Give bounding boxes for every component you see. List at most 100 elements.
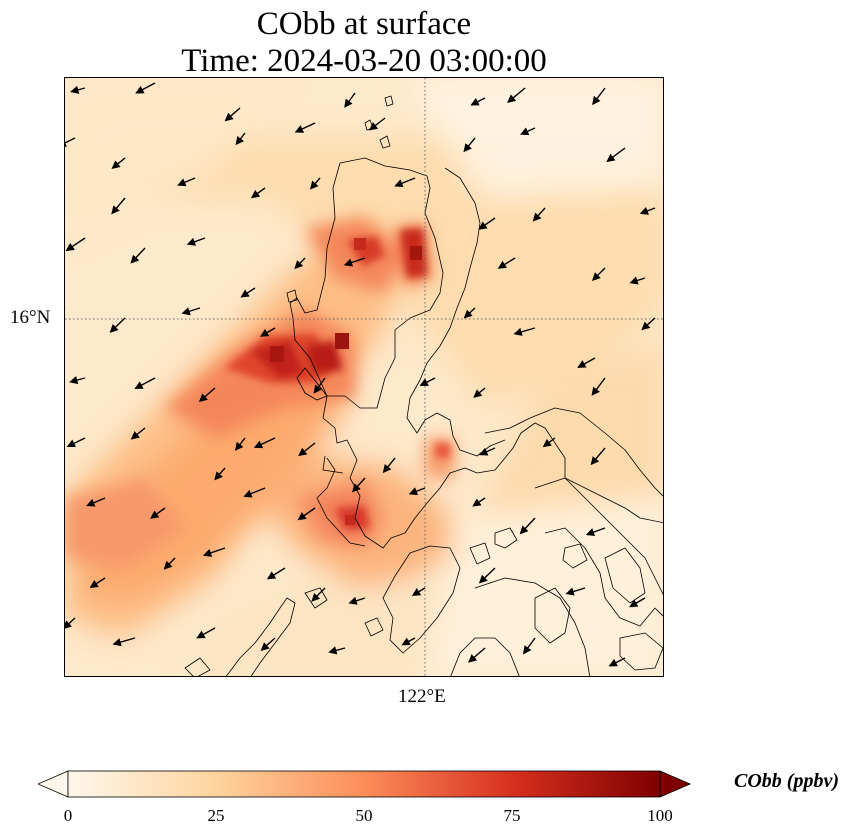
wind-arrow <box>86 497 106 507</box>
concentration-field <box>65 78 663 676</box>
wind-arrow <box>343 257 366 267</box>
wind-arrow <box>497 257 516 269</box>
coastlines <box>184 95 663 676</box>
wind-vectors <box>65 82 656 667</box>
wind-arrow <box>328 646 346 655</box>
wind-arrow <box>309 177 321 190</box>
wind-arrow <box>513 327 536 336</box>
wind-arrow <box>234 437 246 451</box>
wind-arrow <box>259 327 276 337</box>
wind-arrow <box>401 637 416 646</box>
wind-arrow <box>163 557 176 570</box>
wind-arrow <box>313 377 326 394</box>
wind-arrow <box>468 647 486 663</box>
wind-arrow <box>240 287 256 298</box>
lat-tick-label: 16°N <box>10 307 51 328</box>
wind-arrow <box>507 87 526 104</box>
wind-arrow <box>523 637 536 655</box>
wind-arrow <box>585 527 606 537</box>
wind-arrow <box>69 376 86 385</box>
wind-arrow <box>592 87 606 106</box>
wind-arrow <box>89 577 106 589</box>
wind-arrow <box>311 587 326 602</box>
wind-arrow <box>260 637 276 651</box>
wind-arrow <box>519 517 536 535</box>
wind-arrow <box>532 207 546 222</box>
wind-arrow <box>65 617 76 630</box>
wind-arrow <box>253 437 276 449</box>
wind-arrow <box>65 237 86 252</box>
wind-arrow <box>394 177 416 188</box>
lon-tick-label: 122°E <box>398 686 446 707</box>
colorbar-tick-50: 50 <box>355 806 373 825</box>
wind-arrow <box>150 507 166 519</box>
wind-arrow <box>224 107 241 122</box>
wind-arrow <box>348 596 366 605</box>
wind-arrow <box>382 457 396 474</box>
wind-arrow <box>202 547 226 557</box>
wind-arrow <box>408 487 426 496</box>
colorbar-tick-0: 0 <box>63 806 73 825</box>
wind-arrow <box>641 317 656 331</box>
wind-arrow <box>243 487 266 498</box>
wind-arrow <box>368 117 386 131</box>
wind-arrow <box>294 122 316 133</box>
wind-arrow <box>298 442 316 457</box>
wind-arrow <box>214 467 226 481</box>
wind-arrow <box>629 276 646 285</box>
wind-arrow <box>591 267 606 282</box>
wind-arrow <box>186 237 206 246</box>
wind-arrow <box>177 177 196 187</box>
wind-arrow <box>463 307 476 319</box>
wind-arrow <box>629 597 646 608</box>
wind-arrow <box>473 387 486 398</box>
wind-arrow <box>134 377 156 389</box>
wind-arrow <box>111 157 126 169</box>
graticule <box>65 78 663 676</box>
wind-arrow <box>639 206 656 215</box>
colorbar-tick-25: 25 <box>207 806 225 825</box>
wind-arrow <box>109 317 126 333</box>
wind-arrow <box>297 507 316 521</box>
wind-arrow <box>478 567 496 584</box>
wind-arrow <box>520 127 536 136</box>
wind-arrow <box>198 387 216 403</box>
colorbar <box>38 770 692 798</box>
wind-arrow <box>411 587 426 596</box>
wind-arrow <box>478 217 496 230</box>
wind-arrow <box>266 567 286 580</box>
wind-arrow <box>419 377 436 386</box>
wind-arrow <box>135 82 156 94</box>
map-panel[interactable] <box>64 77 664 677</box>
wind-arrow <box>565 587 586 596</box>
colorbar-min-extend <box>38 770 69 798</box>
colorbar-max-extend <box>659 770 692 798</box>
wind-arrow <box>463 137 476 153</box>
wind-arrow <box>590 447 606 466</box>
wind-arrow <box>250 187 266 199</box>
wind-arrow <box>130 427 146 440</box>
map-canvas <box>65 78 663 676</box>
wind-arrow <box>591 377 606 396</box>
wind-arrow <box>235 132 246 146</box>
map-timestamp: Time: 2024-03-20 03:00:00 <box>181 43 547 79</box>
wind-arrow <box>111 197 126 215</box>
wind-arrow <box>608 657 626 667</box>
wind-arrow <box>344 92 356 108</box>
wind-arrow <box>294 257 306 270</box>
map-title: CObb at surface <box>256 6 472 42</box>
wind-arrow <box>130 247 146 264</box>
wind-arrow <box>472 497 486 507</box>
wind-arrow <box>196 627 216 639</box>
wind-arrow <box>65 137 76 147</box>
wind-arrow <box>606 147 626 163</box>
wind-arrow <box>577 357 596 368</box>
colorbar-tick-75: 75 <box>503 806 521 825</box>
colorbar-label: CObb (ppbv) <box>734 770 839 792</box>
wind-arrow <box>66 437 86 448</box>
wind-arrow <box>470 97 486 106</box>
wind-arrow <box>352 477 366 493</box>
wind-arrow <box>542 437 556 448</box>
wind-arrow <box>70 85 86 94</box>
wind-arrow <box>479 447 496 456</box>
